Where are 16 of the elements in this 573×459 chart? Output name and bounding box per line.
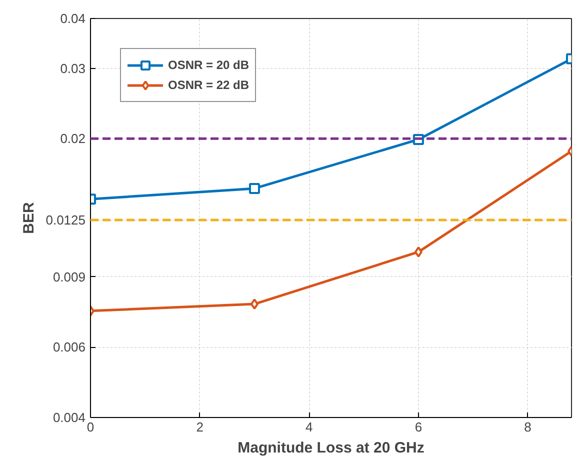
y-tick-label: 0.004 <box>52 410 86 425</box>
x-tick-label: 0 <box>86 420 94 434</box>
x-axis-title: Magnitude Loss at 20 GHz <box>238 440 424 456</box>
y-tick-label: 0.009 <box>52 269 86 284</box>
x-tick-label: 2 <box>196 420 204 434</box>
y-tick-label: 0.02 <box>60 131 86 146</box>
legend-label: OSNR = 22 dB <box>168 78 250 92</box>
y-axis-title: BER <box>20 202 38 234</box>
y-tick-label: 0.04 <box>60 11 86 26</box>
y-tick-label: 0.006 <box>52 340 86 355</box>
legend-label: OSNR = 20 dB <box>168 58 250 72</box>
x-tick-label: 6 <box>414 420 422 434</box>
y-tick-label: 0.03 <box>60 60 86 76</box>
x-tick-label: 4 <box>306 420 313 434</box>
y-tick-label: 0.0125 <box>46 212 86 228</box>
x-tick-label: 8 <box>524 420 532 434</box>
